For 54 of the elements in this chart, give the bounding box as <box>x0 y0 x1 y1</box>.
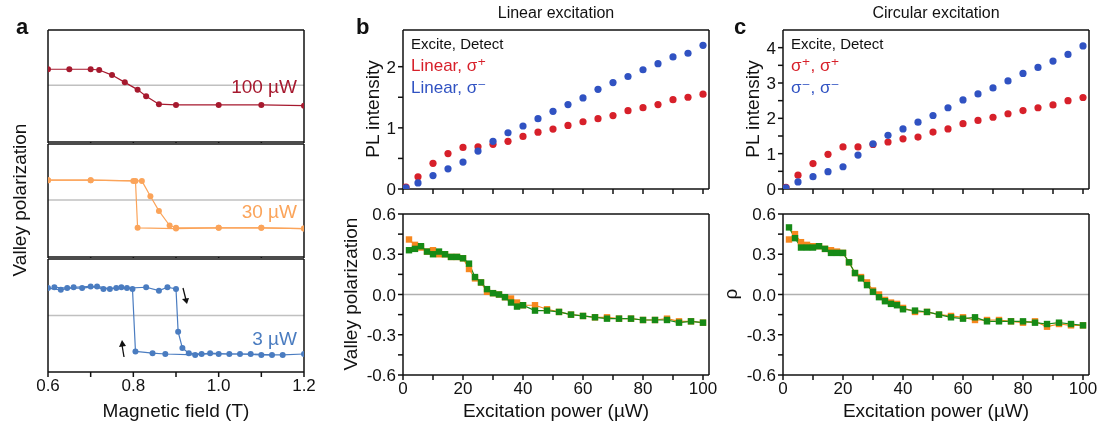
x-tick-label: 1.2 <box>292 376 316 396</box>
chart-title: Linear excitation <box>496 4 616 22</box>
legend-title: Excite, Detect <box>791 34 884 54</box>
y-tick-label: 0 <box>386 180 396 200</box>
y-tick-label: 0.3 <box>752 245 776 265</box>
x-tick-label: 60 <box>953 379 973 399</box>
y-tick-label: 4 <box>766 38 776 58</box>
x-tick-label: 100 <box>1068 379 1098 399</box>
y-tick-label: 2 <box>386 57 396 77</box>
y-axis-title: PL intensity <box>362 60 384 158</box>
y-axis-title: PL intensity <box>742 60 764 158</box>
x-tick-label: 20 <box>833 379 853 399</box>
text: a <box>16 14 29 40</box>
legend-title: Excite, Detect <box>411 34 504 54</box>
y-tick-label: 0.0 <box>752 285 776 305</box>
x-axis-title: Excitation power (µW) <box>461 400 651 422</box>
y-tick-label: 1 <box>766 144 776 164</box>
series-label: 100 µW <box>231 76 297 98</box>
text: c <box>734 14 747 40</box>
series-label: 3 µW <box>252 328 297 350</box>
x-tick-label: 1.0 <box>206 376 231 396</box>
y-tick-label: 0.6 <box>752 205 776 225</box>
x-tick-label: 0.6 <box>36 376 60 396</box>
y-tick-label: -0.6 <box>366 366 396 386</box>
y-axis-title: Valley polarization <box>340 217 362 371</box>
y-tick-label: 0.3 <box>372 245 396 265</box>
text: Linear, σ⁻ <box>411 77 488 99</box>
x-tick-label: 40 <box>893 379 913 399</box>
x-tick-label: 80 <box>633 379 653 399</box>
y-tick-label: 0.6 <box>372 205 396 225</box>
y-tick-label: -0.6 <box>746 366 776 386</box>
text: σ⁻, σ⁻ <box>791 77 841 99</box>
x-tick-label: 40 <box>513 379 533 399</box>
y-tick-label: 2 <box>766 109 776 129</box>
x-tick-label: 0.8 <box>121 376 146 396</box>
y-tick-label: 0.0 <box>372 285 396 305</box>
x-tick-label: 60 <box>573 379 593 399</box>
x-axis-title: Excitation power (µW) <box>841 400 1031 422</box>
text: σ⁺, σ⁺ <box>791 55 841 77</box>
y-tick-label: 1 <box>386 118 396 138</box>
x-tick-label: 100 <box>688 379 718 399</box>
chart-title: Circular excitation <box>871 4 1001 22</box>
y-tick-label: -0.3 <box>746 325 776 345</box>
text: Linear, σ⁺ <box>411 55 488 77</box>
x-axis-title: Magnetic field (T) <box>101 400 251 422</box>
series-label: 30 µW <box>241 201 297 223</box>
y-tick-label: 3 <box>766 74 776 94</box>
y-axis-title: ρ <box>720 288 742 300</box>
text: b <box>356 14 370 40</box>
x-tick-label: 20 <box>453 379 473 399</box>
y-axis-title: Valley polarization <box>9 123 31 277</box>
x-tick-label: 80 <box>1013 379 1033 399</box>
y-tick-label: 0 <box>766 180 776 200</box>
y-tick-label: -0.3 <box>366 325 396 345</box>
